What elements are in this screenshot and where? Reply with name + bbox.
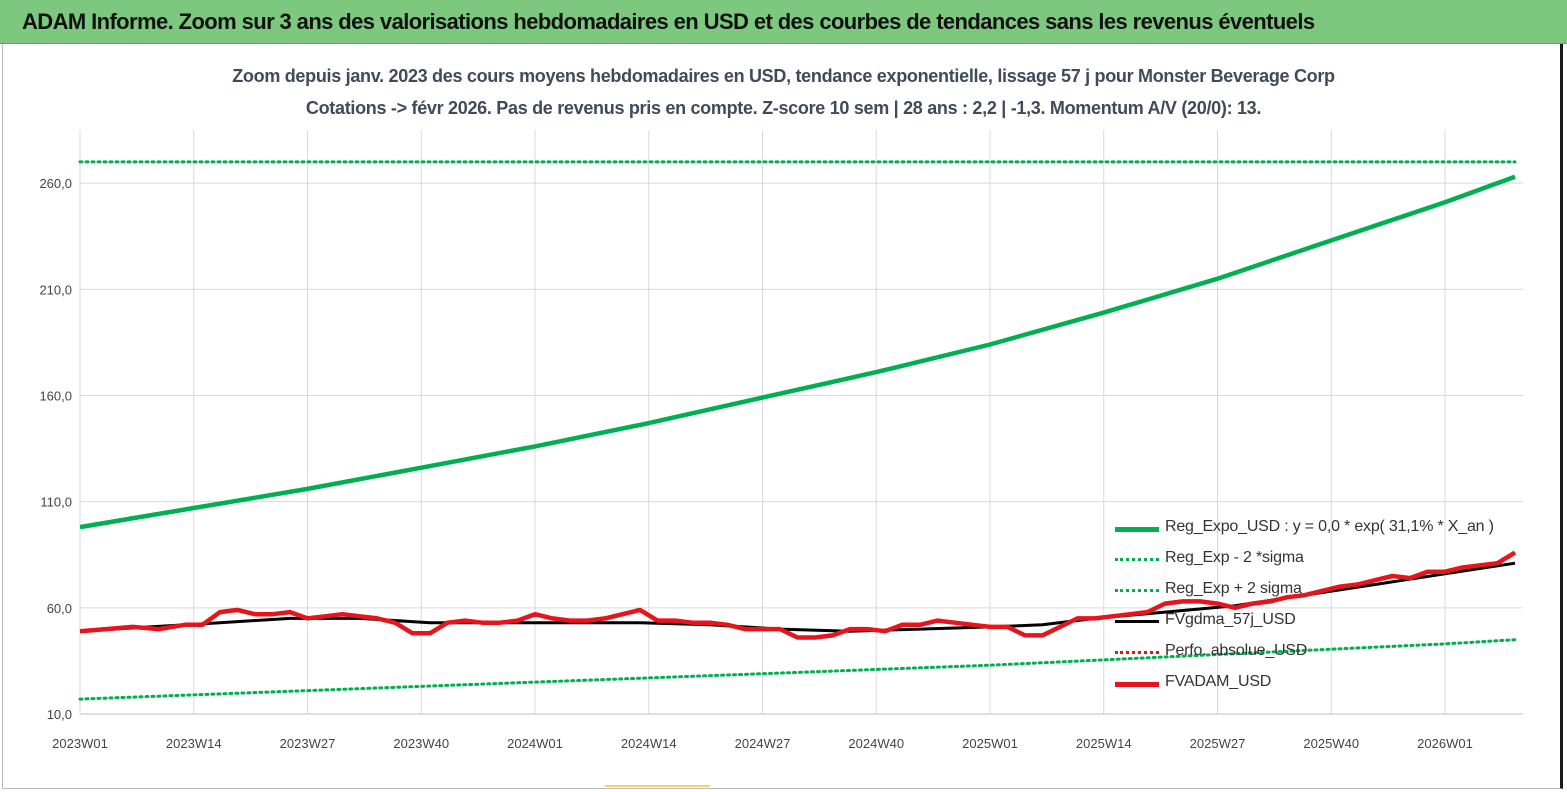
legend-swatch: [1115, 527, 1159, 532]
chart-title: Zoom depuis janv. 2023 des cours moyens …: [232, 66, 1335, 86]
legend-swatch: [1115, 651, 1159, 654]
chart-frame: [2, 44, 1563, 789]
x-tick-label: 2023W40: [393, 736, 449, 751]
x-tick-label: 2023W01: [52, 736, 108, 751]
series-line-reg-exp-2-sigma: [78, 638, 1517, 701]
x-tick-label: 2024W01: [507, 736, 563, 751]
legend-item: FVgdma_57j_USD: [1115, 607, 1535, 638]
legend-label: FVgdma_57j_USD: [1165, 611, 1296, 628]
series-line-fvadam-usd: [79, 550, 1517, 640]
legend-label: FVADAM_USD: [1165, 673, 1272, 690]
x-tick-label: 2023W27: [280, 736, 336, 751]
legend-swatch: [1115, 682, 1159, 687]
legend-swatch: [1115, 558, 1159, 561]
y-tick-label: 260,0: [39, 176, 72, 191]
x-tick-label: 2025W14: [1076, 736, 1132, 751]
legend-item: Reg_Exp - 2 *sigma: [1115, 545, 1535, 576]
y-tick-label: 10,0: [47, 707, 72, 722]
legend-item: Perfo. absolue_USD: [1115, 638, 1535, 669]
x-tick-label: 2025W40: [1303, 736, 1359, 751]
legend-label: Reg_Exp - 2 *sigma: [1165, 549, 1304, 566]
x-tick-label: 2026W01: [1417, 736, 1473, 751]
x-tick-label: 2025W27: [1190, 736, 1246, 751]
legend-label: Reg_Exp + 2 sigma: [1165, 580, 1302, 597]
y-tick-label: 210,0: [39, 282, 72, 297]
legend-swatch: [1115, 589, 1159, 592]
x-tick-label: 2024W14: [621, 736, 677, 751]
x-tick-label: 2024W40: [848, 736, 904, 751]
legend-label: Reg_Expo_USD : y = 0,0 * exp( 31,1% * X_…: [1165, 518, 1494, 535]
y-tick-label: 60,0: [47, 601, 72, 616]
chart-subtitle: Cotations -> févr 2026. Pas de revenus p…: [305, 98, 1262, 118]
y-tick-label: 160,0: [39, 388, 72, 403]
chart-legend: Reg_Expo_USD : y = 0,0 * exp( 31,1% * X_…: [1115, 514, 1535, 700]
x-tick-label: 2024W27: [735, 736, 791, 751]
legend-label: Perfo. absolue_USD: [1165, 642, 1308, 659]
legend-item: Reg_Expo_USD : y = 0,0 * exp( 31,1% * X_…: [1115, 514, 1535, 545]
series-line-reg-expo-usd-y-0-0-exp-31-1-x-an: [79, 174, 1516, 530]
report-title: ADAM Informe. Zoom sur 3 ans des valoris…: [22, 9, 1315, 34]
scroll-marker: [605, 785, 710, 787]
legend-item: Reg_Exp + 2 sigma: [1115, 576, 1535, 607]
legend-item: FVADAM_USD: [1115, 669, 1535, 700]
y-tick-label: 110,0: [40, 495, 72, 510]
legend-swatch: [1115, 620, 1159, 623]
x-tick-label: 2023W14: [166, 736, 222, 751]
x-tick-label: 2025W01: [962, 736, 1018, 751]
report-banner: ADAM Informe. Zoom sur 3 ans des valoris…: [0, 0, 1567, 44]
